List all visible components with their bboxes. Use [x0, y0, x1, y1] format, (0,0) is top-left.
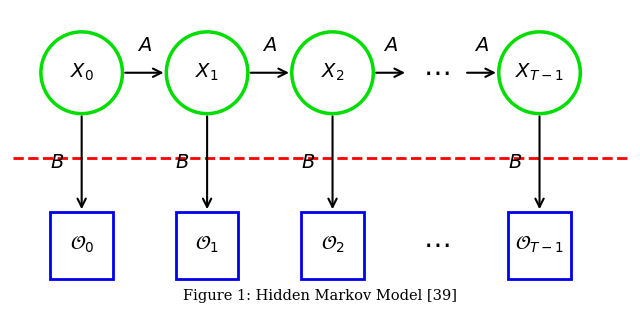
Text: $X_0$: $X_0$: [70, 62, 93, 83]
Text: $\cdots$: $\cdots$: [423, 231, 449, 259]
Text: $B$: $B$: [175, 154, 189, 172]
Text: $X_2$: $X_2$: [321, 62, 344, 83]
Text: $B$: $B$: [50, 154, 64, 172]
Text: $\mathcal{O}_0$: $\mathcal{O}_0$: [70, 235, 94, 256]
Text: $X_1$: $X_1$: [195, 62, 219, 83]
Text: $B$: $B$: [301, 154, 315, 172]
Text: $X_{T-1}$: $X_{T-1}$: [515, 62, 564, 83]
Text: $A$: $A$: [262, 36, 277, 55]
Text: $A$: $A$: [474, 36, 489, 55]
Ellipse shape: [292, 32, 373, 114]
Ellipse shape: [166, 32, 248, 114]
Text: $A$: $A$: [383, 36, 398, 55]
FancyBboxPatch shape: [51, 212, 113, 279]
Ellipse shape: [499, 32, 580, 114]
Text: $\mathcal{O}_{T-1}$: $\mathcal{O}_{T-1}$: [515, 235, 564, 256]
Text: $\mathcal{O}_2$: $\mathcal{O}_2$: [321, 235, 344, 256]
FancyBboxPatch shape: [301, 212, 364, 279]
Text: $B$: $B$: [508, 154, 522, 172]
Text: $A$: $A$: [137, 36, 152, 55]
Ellipse shape: [41, 32, 122, 114]
FancyBboxPatch shape: [176, 212, 239, 279]
Text: $\mathcal{O}_1$: $\mathcal{O}_1$: [195, 235, 219, 256]
FancyBboxPatch shape: [508, 212, 571, 279]
Text: $\cdots$: $\cdots$: [423, 59, 449, 87]
Text: Figure 1: Hidden Markov Model [39]: Figure 1: Hidden Markov Model [39]: [183, 289, 457, 303]
